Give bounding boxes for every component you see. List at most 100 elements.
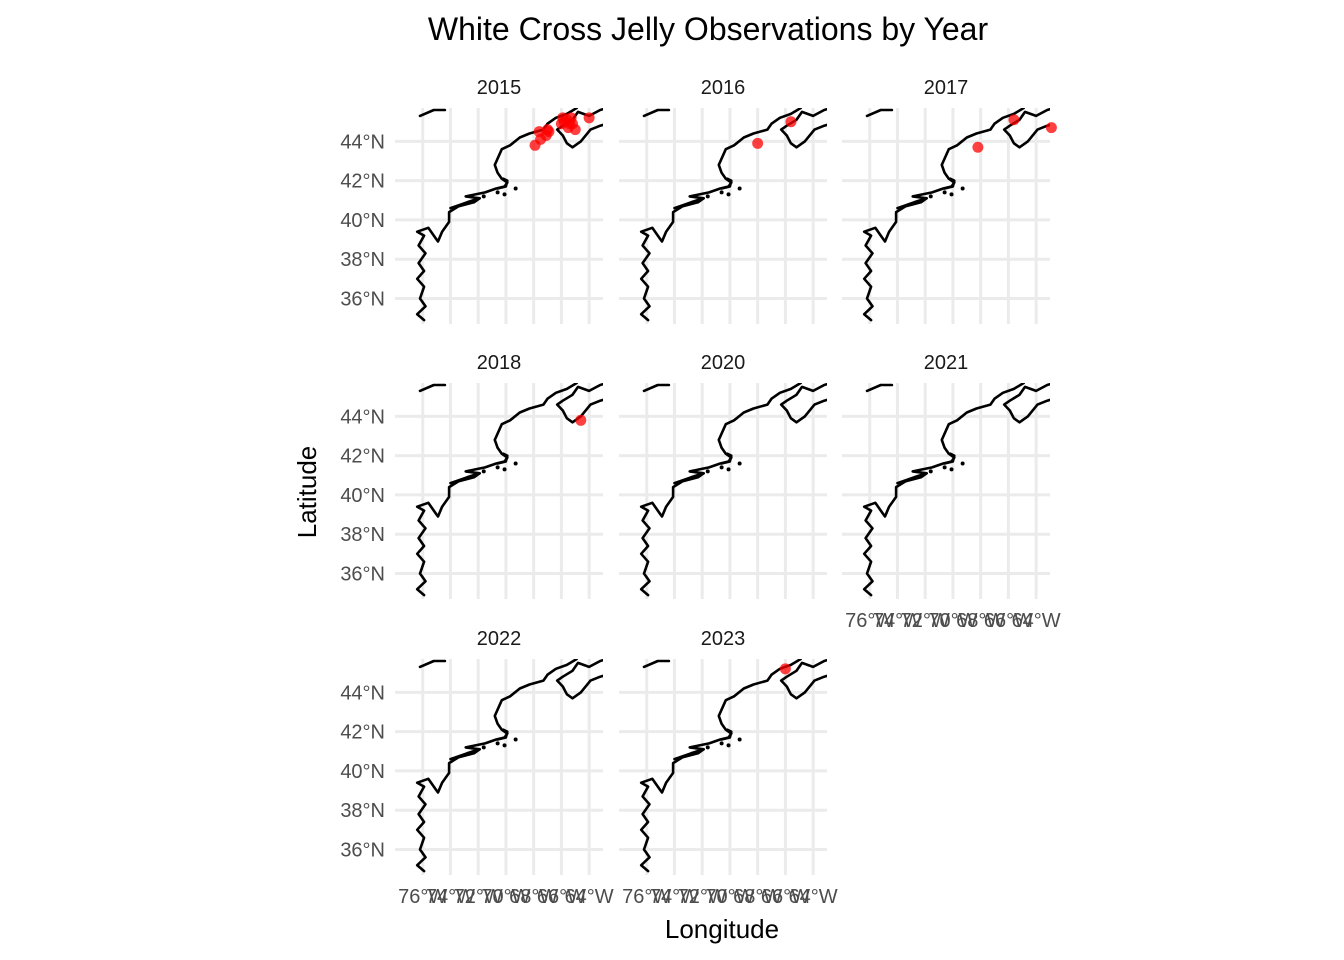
island-mark	[737, 737, 742, 742]
coastline	[639, 659, 827, 873]
facet-label: 2021	[924, 352, 969, 374]
coastline-path	[639, 108, 802, 322]
coastline-path	[449, 197, 481, 210]
y-tick-label: 44°N	[340, 131, 385, 153]
y-tick-label: 42°N	[340, 722, 385, 744]
coastline-path	[862, 108, 1025, 322]
x-tick-label: 66°W	[537, 886, 586, 908]
coastline-path	[720, 452, 733, 465]
coastline	[415, 108, 603, 322]
x-tick-label: 64°W	[789, 886, 838, 908]
y-tick-label: 36°N	[340, 288, 385, 310]
x-tick-label: 70°W	[928, 610, 977, 632]
coastline-path	[418, 659, 447, 669]
coastline-path	[496, 728, 509, 741]
coastline	[862, 383, 1050, 597]
island-mark	[719, 190, 724, 195]
facet-panel-2016: 2016	[619, 77, 827, 324]
facet-label: 2016	[701, 77, 746, 99]
x-tick-label: 72°W	[678, 886, 727, 908]
facet-panel-2023: 2023 76°W74°W72°W70°W68°W66°W64°W	[619, 628, 838, 908]
coastline-path	[555, 659, 603, 700]
facet-panel-2017: 2017	[842, 77, 1057, 324]
y-tick-label: 44°N	[340, 406, 385, 428]
facet-label: 2018	[477, 352, 522, 374]
y-tick-label: 38°N	[340, 249, 385, 271]
coastline-path	[1002, 383, 1050, 424]
coastline	[639, 108, 827, 322]
coastline-path	[555, 383, 603, 424]
island-mark	[705, 194, 710, 199]
coastline-path	[943, 452, 956, 465]
island-mark	[502, 467, 507, 472]
island-mark	[495, 465, 500, 470]
island-mark	[705, 745, 710, 750]
facet-panel-2018: 2018 44°N 42°N 40°N 38°N 36°N	[340, 352, 603, 599]
x-tick-label: 72°W	[901, 610, 950, 632]
coastline-path	[642, 659, 671, 669]
gridlines	[842, 383, 1050, 599]
island-mark	[737, 461, 742, 466]
island-mark	[705, 469, 710, 474]
island-mark	[481, 194, 486, 199]
observation-point	[785, 116, 797, 128]
x-tick-label: 74°W	[873, 610, 922, 632]
coastline-path	[496, 177, 509, 190]
coastline-path	[720, 177, 733, 190]
coastline-path	[418, 383, 447, 393]
island-mark	[960, 461, 965, 466]
x-tick-label: 66°W	[984, 610, 1033, 632]
y-tick-label: 36°N	[340, 563, 385, 585]
island-mark	[513, 737, 518, 742]
x-tick-label: 76°W	[622, 886, 671, 908]
facet-panel-2021: 2021 76°W74°W72°W70°W68°W66°W64°W	[842, 352, 1061, 632]
observation-point	[1045, 122, 1057, 134]
island-mark	[928, 194, 933, 199]
coastline-path	[865, 383, 894, 393]
coastline-path	[449, 748, 481, 761]
island-mark	[513, 461, 518, 466]
coastline-path	[449, 472, 481, 485]
coastline	[862, 108, 1050, 322]
coastline-path	[673, 197, 705, 210]
chart-title: White Cross Jelly Observations by Year	[428, 11, 989, 47]
gridlines	[395, 383, 603, 599]
observation-point	[972, 141, 984, 153]
facet-label: 2023	[701, 628, 746, 650]
y-tick-label: 38°N	[340, 800, 385, 822]
coastline	[415, 659, 603, 873]
y-tick-label: 40°N	[340, 761, 385, 783]
facet-panel-2020: 2020	[619, 352, 827, 599]
x-tick-label: 74°W	[650, 886, 699, 908]
y-tick-label: 40°N	[340, 210, 385, 232]
x-tick-label: 68°W	[733, 886, 782, 908]
coastline-path	[896, 472, 928, 485]
facet-label: 2022	[477, 628, 522, 650]
coastline-path	[1002, 108, 1050, 149]
island-mark	[513, 186, 518, 191]
facet-panel-2015: 2015 44°N 42°N 40°N 38°N 36°N	[340, 77, 603, 324]
gridlines	[395, 659, 603, 875]
observation-point	[543, 126, 555, 138]
x-tick-label: 64°W	[1012, 610, 1061, 632]
x-tick-label: 66°W	[761, 886, 810, 908]
coastline-path	[496, 452, 509, 465]
island-mark	[949, 192, 954, 197]
island-mark	[726, 743, 731, 748]
island-mark	[495, 190, 500, 195]
y-axis-title: Latitude	[292, 446, 322, 539]
coastline-path	[418, 108, 447, 118]
observation-point	[569, 124, 581, 136]
island-mark	[726, 192, 731, 197]
island-mark	[719, 465, 724, 470]
coastline-path	[639, 383, 802, 597]
island-mark	[737, 186, 742, 191]
coastline-path	[639, 659, 802, 873]
observation-point	[752, 137, 764, 149]
x-tick-label: 70°W	[705, 886, 754, 908]
facet-label: 2015	[477, 77, 522, 99]
gridlines	[619, 108, 827, 324]
coastline-path	[673, 748, 705, 761]
coastline-path	[415, 383, 578, 597]
